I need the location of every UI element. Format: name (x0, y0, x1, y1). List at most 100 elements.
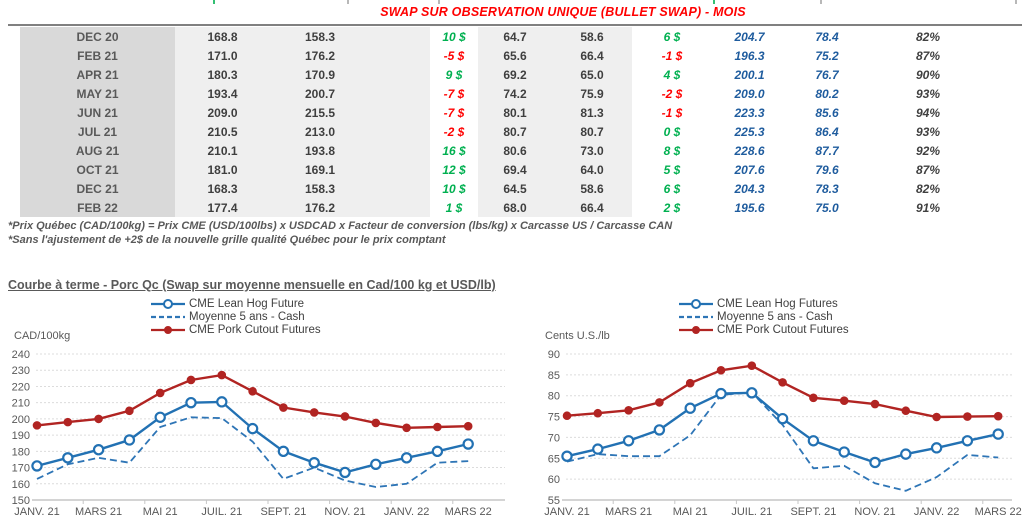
data-point-marker (561, 450, 573, 462)
cell-gain-cad: -7 $ (443, 86, 465, 101)
y-axis-tick-label: 190 (12, 430, 30, 442)
cell-qc-price: 223.3 (734, 105, 765, 120)
cell-qc-price-usd: 80.2 (815, 86, 839, 101)
cell-price-cad-2: 170.9 (270, 65, 370, 84)
data-point-marker (402, 423, 411, 433)
series-line (36, 416, 469, 488)
data-point-marker (308, 456, 320, 469)
legend-label: Moyenne 5 ans - Cash (189, 310, 305, 323)
x-axis-tick-label: JANV. 22 (384, 506, 429, 518)
cell-gain-cad: 16 $ (442, 143, 466, 158)
data-point-marker (62, 452, 74, 464)
divider (8, 24, 1022, 26)
cell-percent: 82% (915, 29, 941, 44)
data-point-marker (562, 411, 572, 421)
cell-price-usd-2: 73.0 (552, 141, 632, 160)
data-point-marker (685, 378, 695, 388)
footnote-price-formula: *Prix Québec (CAD/100kg) = Prix CME (USD… (8, 220, 673, 232)
swap-table: DEC 20 168.8 158.3 10 $64.7 58.6 6 $204.7 78.4… (20, 27, 989, 217)
y-axis-tick-label: 70 (548, 432, 560, 444)
cell-gain-cad: 12 $ (442, 162, 466, 177)
cell-qc-price: 228.6 (734, 143, 765, 158)
cell-qc-price-usd: 85.6 (815, 105, 839, 120)
x-axis-tick-label: MARS 21 (75, 506, 122, 518)
cell-qc-price: 204.7 (734, 29, 765, 44)
cell-percent: 90% (915, 67, 941, 82)
x-axis-tick-label: JANV. 21 (544, 506, 589, 518)
data-point-marker (778, 378, 787, 387)
series-dashed (566, 391, 999, 492)
footnotes: *Prix Québec (CAD/100kg) = Prix CME (USD… (8, 219, 672, 247)
cell-gain-cad: 10 $ (442, 29, 466, 44)
cell-percent: 93% (915, 86, 941, 101)
cell-qc-price-usd: 87.7 (815, 143, 839, 158)
data-point-marker (716, 365, 726, 375)
cell-price-cad-1: 209.0 (175, 103, 270, 122)
cell-price-cad-2: 158.3 (270, 179, 370, 198)
cropped-text-fragment (820, 0, 822, 4)
data-point-marker (462, 438, 474, 450)
cell-price-cad-2: 169.1 (270, 160, 370, 179)
section-title: Courbe à terme - Porc Qc (Swap sur moyen… (8, 278, 496, 292)
cell-qc-price: 209.0 (734, 86, 765, 101)
y-axis-tick-label: 150 (12, 495, 30, 507)
cell-gain-usd: 0 $ (663, 124, 681, 139)
row-label: OCT 21 (20, 160, 175, 179)
cell-gain-usd: -1 $ (661, 105, 683, 120)
y-axis-tick-label: 75 (548, 412, 560, 424)
legend-line-swatch-icon (679, 325, 713, 334)
cell-price-cad-2: 158.3 (270, 27, 370, 46)
legend-label: CME Pork Cutout Futures (717, 323, 849, 336)
data-point-marker (993, 411, 1003, 421)
data-point-marker (809, 393, 818, 403)
data-point-marker (433, 422, 442, 432)
data-point-marker (653, 424, 666, 436)
chart-cad-per-100kg: CAD/100kg CME Lean Hog Future Moyenne 5 a… (0, 294, 515, 532)
data-point-marker (431, 445, 444, 458)
cell-percent: 82% (915, 181, 941, 196)
y-axis-unit-label: CAD/100kg (14, 330, 71, 342)
cell-price-usd-1: 69.4 (478, 160, 552, 179)
cell-percent: 87% (915, 162, 941, 177)
data-point-marker (747, 361, 757, 370)
cell-price-usd-2: 80.7 (552, 122, 632, 141)
cell-qc-price-usd: 75.0 (815, 200, 839, 215)
data-point-marker (31, 460, 43, 472)
legend-item: CME Lean Hog Future (150, 297, 321, 310)
data-point-marker (463, 421, 473, 431)
x-axis-tick-label: NOV. 21 (854, 506, 895, 518)
data-point-marker (246, 422, 259, 435)
row-label: AUG 21 (20, 141, 175, 160)
cell-percent: 87% (915, 48, 941, 63)
cell-qc-price: 225.3 (734, 124, 765, 139)
cell-gain-cad: 10 $ (442, 181, 466, 196)
data-point-marker (807, 435, 820, 447)
cell-gain-cad: -7 $ (443, 105, 465, 120)
cell-spacer (370, 46, 430, 65)
cell-price-cad-1: 168.3 (175, 179, 270, 198)
cell-price-usd-1: 80.6 (478, 141, 552, 160)
cell-gain-usd: -1 $ (661, 48, 683, 63)
data-point-marker (94, 414, 103, 424)
cropped-text-fragment (347, 0, 349, 4)
y-axis-tick-label: 240 (12, 349, 30, 361)
cell-spacer (370, 198, 430, 217)
y-axis-tick-label: 200 (12, 414, 30, 426)
data-point-marker (593, 408, 603, 418)
data-point-marker (63, 417, 73, 427)
y-axis-tick-label: 90 (548, 349, 560, 361)
data-point-marker (624, 406, 633, 415)
cell-gain-usd: 6 $ (663, 181, 681, 196)
data-point-marker (309, 408, 319, 417)
legend-item: CME Lean Hog Futures (678, 297, 849, 310)
y-axis-tick-label: 230 (12, 365, 30, 377)
series-dashed (36, 416, 469, 488)
cell-price-cad-2: 176.2 (270, 198, 370, 217)
series-line (566, 391, 999, 492)
data-point-marker (370, 458, 382, 471)
data-point-marker (930, 442, 943, 454)
data-point-marker (277, 445, 290, 458)
legend-label: CME Lean Hog Future (189, 297, 305, 310)
legend-item: Moyenne 5 ans - Cash (150, 310, 321, 323)
